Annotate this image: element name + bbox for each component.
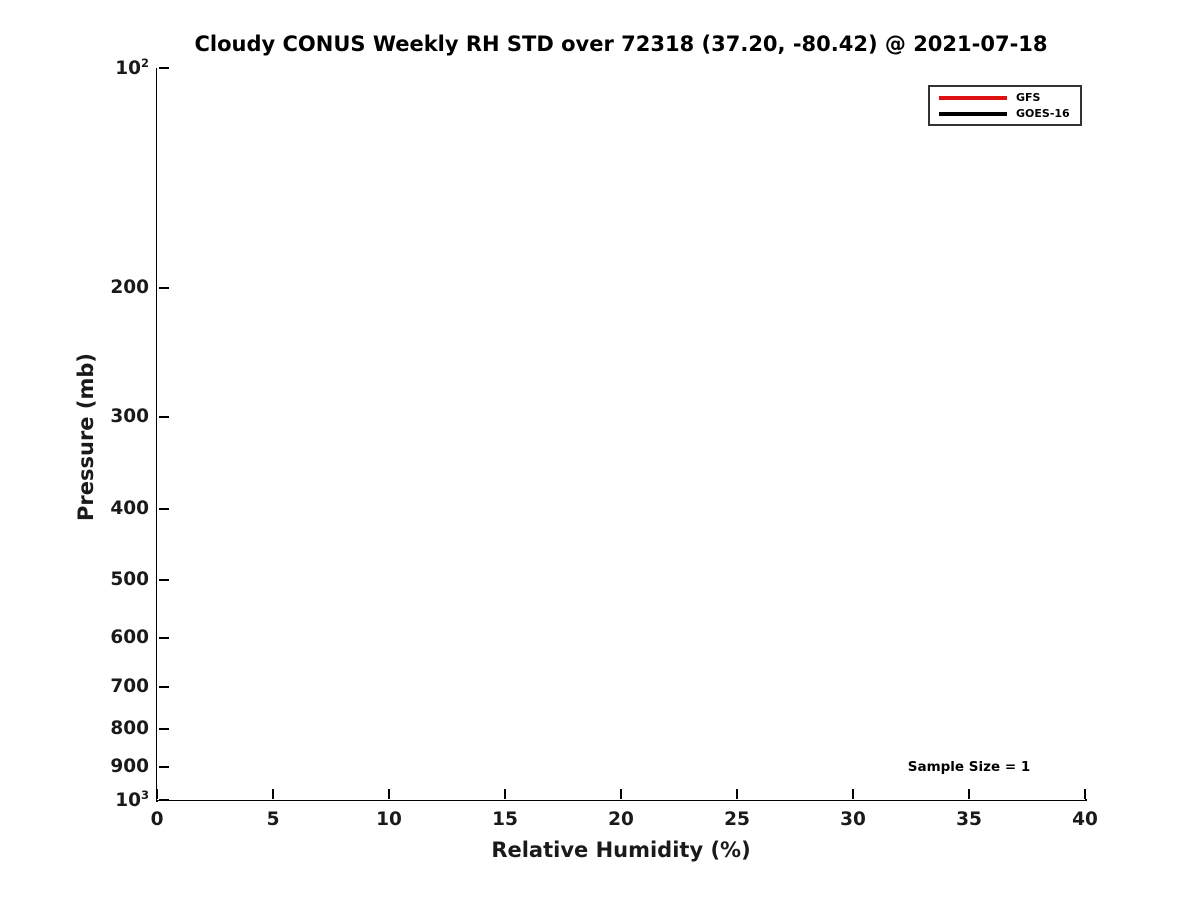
sample-size-annotation: Sample Size = 1 [907,758,1031,775]
x-tick-mark [272,789,274,799]
x-tick-label: 35 [956,809,982,830]
y-tick-mark [158,685,169,688]
x-tick-mark [852,789,854,799]
goes16-line-swatch [939,111,1007,116]
x-tick-label: 10 [376,809,402,830]
legend-label-gfs: GFS [1016,91,1041,104]
legend-entry-gfs: GFS [939,91,1070,104]
x-tick-mark [388,789,390,799]
y-tick-label: 200 [110,277,149,299]
legend-label-goes16: GOES-16 [1016,107,1070,120]
x-axis-label: Relative Humidity (%) [491,838,751,862]
legend-entry-goes16: GOES-16 [939,107,1070,120]
y-axis-label: Pressure (mb) [74,353,98,521]
y-tick-label: 103 [115,787,149,812]
legend-box: GFS GOES-16 [928,85,1082,126]
y-tick-mark [158,765,169,768]
y-tick-label: 400 [110,497,149,519]
y-tick-label: 102 [115,55,149,80]
x-tick-mark [736,789,738,799]
y-tick-label: 700 [110,675,149,697]
y-tick-mark [158,728,169,731]
data-series-layer [157,68,1085,800]
x-tick-label: 0 [150,809,164,830]
y-tick-mark [158,507,169,510]
y-tick-mark [158,636,169,639]
x-tick-label: 5 [266,809,280,830]
x-tick-label: 15 [492,809,518,830]
x-tick-mark [504,789,506,799]
x-tick-mark [156,789,158,799]
x-tick-label: 20 [608,809,634,830]
y-tick-mark [158,67,169,69]
y-axis-spine [155,68,158,802]
y-tick-label: 800 [110,718,149,740]
x-tick-mark [1084,789,1086,799]
gfs-line-swatch [939,95,1007,100]
chart-title: Cloudy CONUS Weekly RH STD over 72318 (3… [194,32,1048,56]
x-tick-label: 30 [840,809,866,830]
y-tick-mark [158,578,169,581]
y-tick-label: 300 [110,406,149,428]
x-tick-mark [620,789,622,799]
y-tick-label: 500 [110,568,149,590]
x-tick-label: 25 [724,809,750,830]
y-tick-label: 900 [110,755,149,777]
y-tick-label: 600 [110,626,149,648]
plot-area [157,68,1085,800]
y-tick-mark [158,416,169,419]
y-tick-mark [158,287,169,290]
x-tick-label: 40 [1072,809,1098,830]
y-tick-mark [158,799,169,801]
x-tick-mark [968,789,970,799]
